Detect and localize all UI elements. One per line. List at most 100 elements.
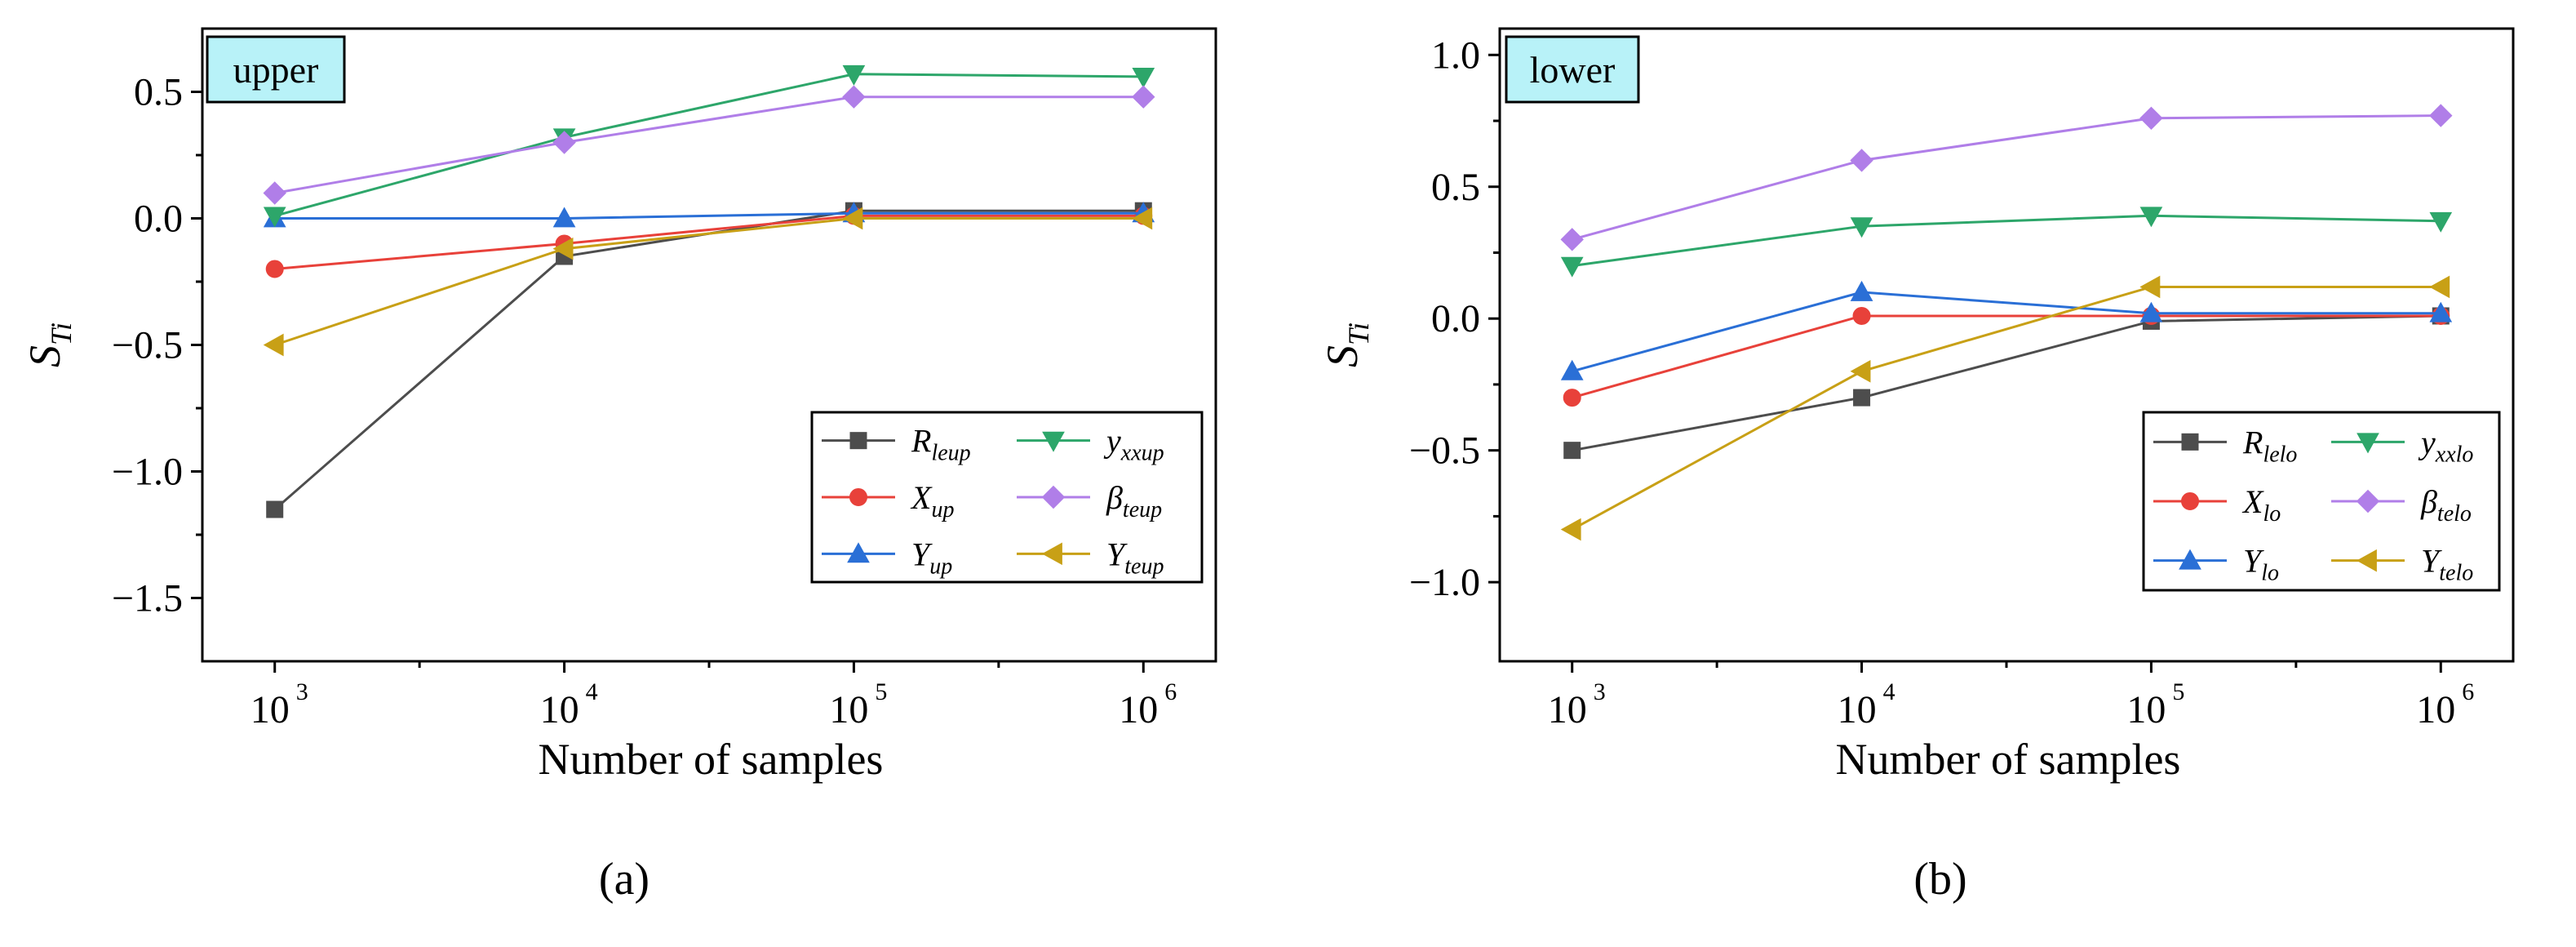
x-tick-label: 10	[2126, 688, 2166, 731]
series-line-2	[1572, 291, 2441, 373]
data-point-2-1	[552, 207, 576, 228]
y-axis-title: STi	[1318, 322, 1375, 367]
legend-label-sub: xxup	[1120, 441, 1164, 466]
data-point-2-1	[1850, 280, 1873, 301]
legend-marker-3	[1042, 431, 1065, 452]
legend-label-sub: lo	[2263, 501, 2281, 527]
series-line-1	[274, 214, 1144, 270]
data-point-2-2	[2139, 301, 2163, 322]
x-tick-exponent: 6	[1164, 678, 1177, 705]
data-point-4-1	[1850, 149, 1873, 172]
x-tick-label: 10	[540, 688, 579, 731]
y-tick-label: −0.5	[1409, 429, 1480, 473]
legend-label-sub: lo	[2261, 561, 2279, 586]
data-point-2-3	[2429, 301, 2453, 322]
legend-label-sub: teup	[1123, 497, 1162, 522]
legend-label-main: y	[1103, 423, 1121, 460]
data-point-0-0	[1563, 442, 1581, 460]
legend-label-sub: teup	[1124, 554, 1164, 579]
data-point-5-3	[1132, 207, 1153, 230]
panel-label-b: (b)	[1913, 854, 1966, 905]
data-point-5-0	[1560, 518, 1581, 541]
legend-label-sub: up	[929, 554, 952, 579]
data-point-4-3	[1132, 85, 1155, 109]
panel-tag-label: lower	[1530, 49, 1616, 91]
y-tick-label: 0.0	[134, 198, 183, 241]
legend-label-sub: telo	[2439, 561, 2473, 586]
legend-label-0: Rleup	[911, 423, 971, 466]
series-line-1	[1572, 314, 2441, 399]
legend-label-4: βteup	[1106, 479, 1162, 522]
legend-marker-4	[2356, 489, 2380, 514]
y-tick-label: 0.0	[1431, 297, 1480, 340]
x-axis-title: Number of samples	[539, 735, 884, 784]
x-tick-exponent: 4	[1883, 678, 1895, 705]
x-tick-exponent: 3	[1594, 678, 1606, 705]
x-tick-label: 10	[2416, 688, 2455, 731]
series-line-2	[274, 211, 1144, 220]
y-tick-label: −1.5	[112, 577, 183, 620]
data-point-4-0	[263, 181, 286, 205]
y-tick-label: −1.0	[112, 451, 183, 494]
data-point-3-2	[2139, 207, 2163, 228]
panel-tag-box	[1505, 35, 1640, 104]
legend-label-main: Y	[1106, 536, 1128, 572]
data-point-4-2	[842, 85, 866, 109]
legend-marker-4	[1041, 485, 1066, 509]
y-tick-label: 1.0	[1431, 33, 1480, 77]
y-tick-label: −0.5	[112, 324, 183, 367]
data-point-4-2	[2139, 106, 2163, 130]
y-tick-label: 0.5	[1431, 166, 1480, 209]
y-axis-title-sub: Ti	[45, 322, 78, 345]
data-point-3-3	[1132, 68, 1155, 88]
x-tick-exponent: 5	[2172, 678, 2184, 705]
legend-label-2: Ylo	[2243, 543, 2279, 586]
x-tick-exponent: 4	[586, 678, 598, 705]
x-tick-label: 10	[1119, 688, 1158, 731]
data-point-5-1	[1850, 359, 1871, 383]
data-point-3-1	[1850, 217, 1873, 238]
y-tick-label: −1.0	[1409, 561, 1480, 604]
data-point-1-1	[1852, 306, 1871, 325]
legend-marker-0	[849, 432, 867, 450]
y-axis-title: STi	[20, 322, 78, 367]
legend-label-sub: telo	[2437, 501, 2472, 527]
panel-label-a: (a)	[599, 854, 650, 905]
legend-marker-1	[849, 488, 867, 506]
legend-label-main: R	[2242, 424, 2263, 460]
data-point-1-0	[265, 260, 284, 278]
legend-label-4: βtelo	[2420, 483, 2472, 527]
data-point-1-0	[1563, 389, 1581, 407]
data-point-5-1	[552, 237, 574, 260]
legend-label-1: Xlo	[2241, 483, 2281, 527]
data-point-5-3	[2429, 275, 2450, 299]
legend-label-3: yxxlo	[2418, 424, 2473, 467]
legend-label-sub: up	[931, 497, 954, 522]
legend-label-2: Yup	[911, 536, 952, 579]
legend-label-sub: lelo	[2263, 442, 2297, 467]
data-point-5-2	[842, 207, 863, 230]
legend-marker-3	[2357, 433, 2379, 454]
series-line-5	[274, 217, 1144, 346]
x-tick-exponent: 5	[875, 678, 887, 705]
data-point-3-3	[2429, 211, 2453, 233]
data-point-0-0	[266, 500, 284, 518]
x-tick-label: 10	[1548, 688, 1587, 731]
data-point-0-1	[1853, 389, 1871, 407]
legend-marker-2	[2179, 549, 2201, 570]
panel-tag-box	[206, 35, 346, 104]
x-tick-exponent: 3	[296, 678, 308, 705]
legend-label-main: β	[1106, 479, 1123, 516]
legend-marker-2	[847, 542, 870, 563]
legend-label-main: Y	[2421, 543, 2442, 580]
legend-label-main: y	[2418, 424, 2436, 460]
series-line-3	[1572, 214, 2441, 268]
x-tick-label: 10	[829, 688, 868, 731]
legend-label-5: Ytelo	[2421, 543, 2473, 586]
series-line-5	[1571, 285, 2441, 531]
data-point-3-0	[1560, 256, 1584, 278]
y-axis-title-sub: Ti	[1342, 322, 1375, 345]
data-point-4-3	[2429, 104, 2453, 127]
